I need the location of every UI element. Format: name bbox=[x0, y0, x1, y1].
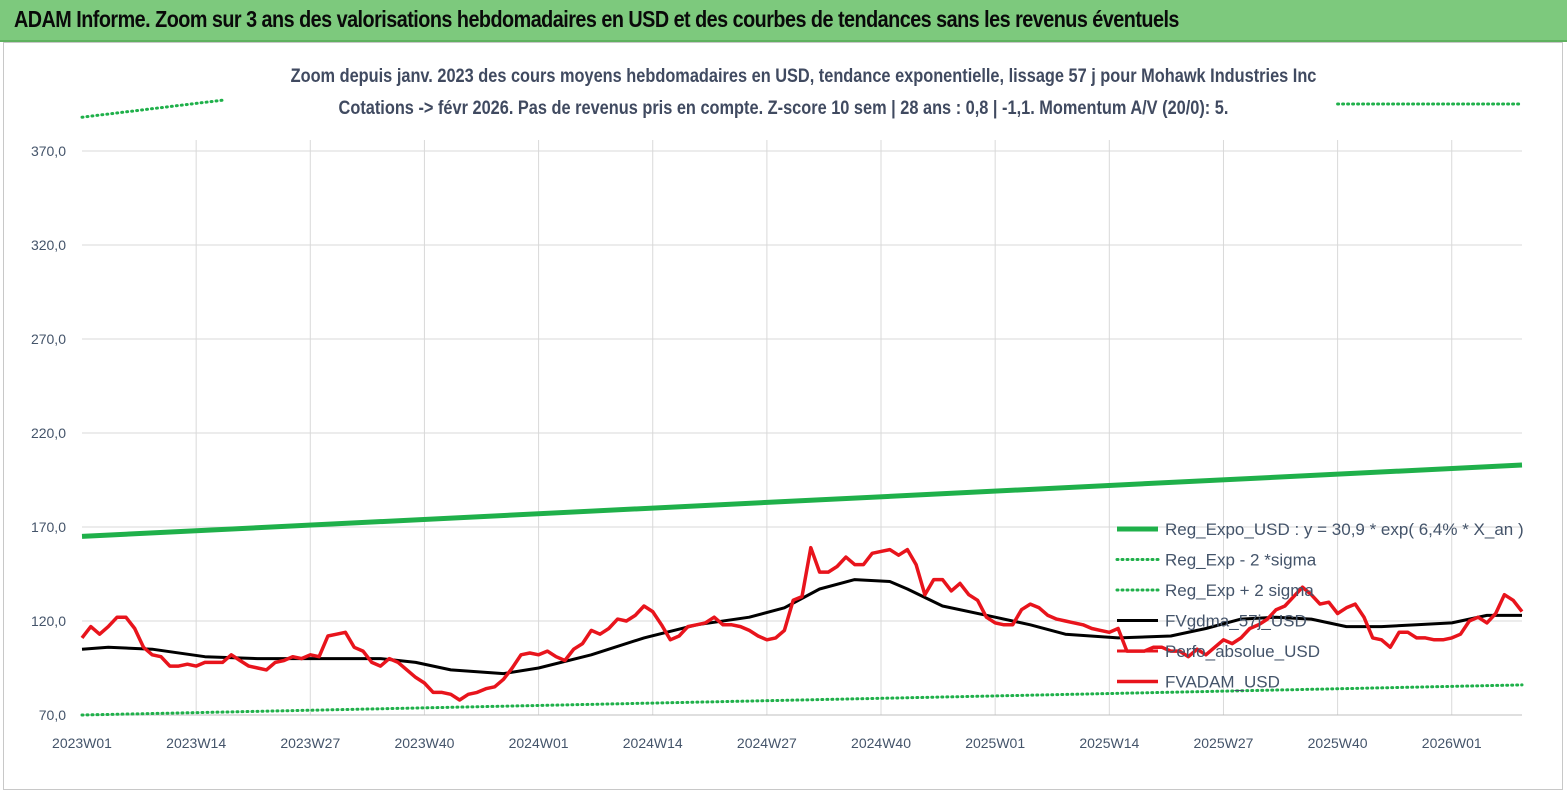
x-tick-label: 2025W01 bbox=[965, 735, 1025, 751]
legend-label: Perfo_absolue_USD bbox=[1165, 642, 1320, 661]
fvgdma-57j-line bbox=[81, 578, 1522, 676]
x-tick-label: 2026W01 bbox=[1422, 735, 1482, 751]
y-tick-label: 270,0 bbox=[31, 331, 66, 347]
x-tick-label: 2023W14 bbox=[166, 735, 226, 751]
y-tick-label: 320,0 bbox=[31, 237, 66, 253]
x-tick-label: 2024W40 bbox=[851, 735, 911, 751]
report-title: ADAM Informe. Zoom sur 3 ans des valoris… bbox=[14, 6, 1179, 32]
legend-label: FVADAM_USD bbox=[1165, 673, 1280, 692]
y-tick-label: 370,0 bbox=[31, 143, 66, 159]
x-tick-label: 2024W14 bbox=[623, 735, 683, 751]
legend-label: Reg_Exp - 2 *sigma bbox=[1165, 551, 1317, 570]
report-banner: ADAM Informe. Zoom sur 3 ans des valoris… bbox=[0, 0, 1567, 42]
legend-label: Reg_Exp + 2 sigma bbox=[1165, 581, 1314, 600]
x-tick-label: 2025W27 bbox=[1193, 735, 1253, 751]
chart-subtitle: Cotations -> févr 2026. Pas de revenus p… bbox=[338, 98, 1229, 119]
y-tick-label: 70,0 bbox=[39, 707, 66, 723]
chart-frame bbox=[3, 42, 1563, 790]
reg-minus-2sigma-line bbox=[80, 683, 1524, 717]
legend-label: Reg_Expo_USD : y = 30,9 * exp( 6,4% * X_… bbox=[1165, 520, 1524, 539]
x-tick-label: 2023W40 bbox=[394, 735, 454, 751]
reg-plus-2sigma-line bbox=[80, 98, 224, 119]
chart-title: Zoom depuis janv. 2023 des cours moyens … bbox=[290, 66, 1317, 87]
fvadam-line bbox=[80, 545, 1524, 702]
legend-label: FVgdma_57j_USD bbox=[1165, 612, 1307, 631]
x-tick-label: 2024W01 bbox=[509, 735, 569, 751]
x-tick-label: 2024W27 bbox=[737, 735, 797, 751]
x-tick-label: 2025W14 bbox=[1079, 735, 1139, 751]
x-tick-label: 2025W40 bbox=[1308, 735, 1368, 751]
x-tick-label: 2023W01 bbox=[52, 735, 112, 751]
y-tick-label: 120,0 bbox=[31, 613, 66, 629]
y-tick-label: 220,0 bbox=[31, 425, 66, 441]
reg-expo-line bbox=[81, 462, 1523, 539]
y-tick-label: 170,0 bbox=[31, 519, 66, 535]
x-tick-label: 2023W27 bbox=[280, 735, 340, 751]
